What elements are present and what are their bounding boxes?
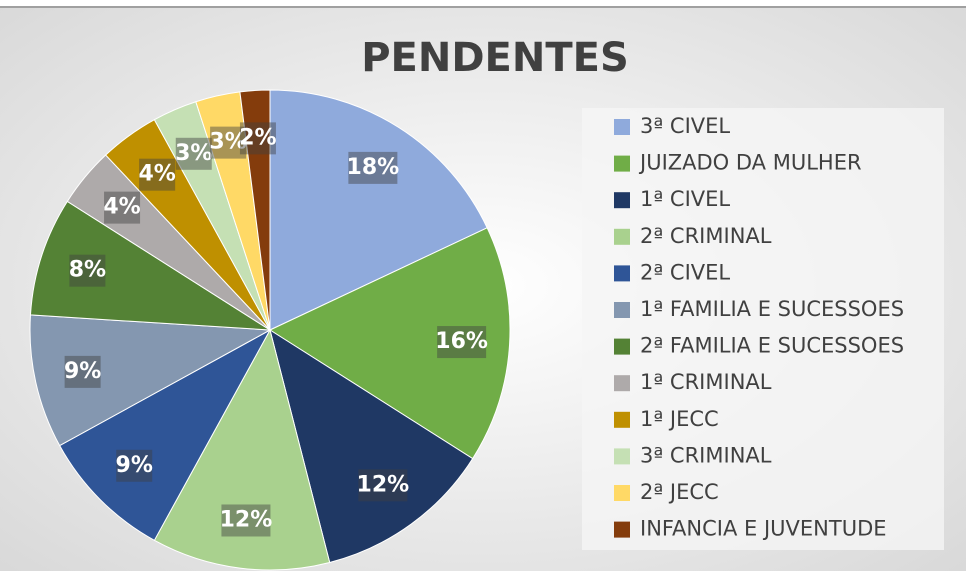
top-border <box>0 0 966 6</box>
data-label: 4% <box>103 195 140 220</box>
data-label-bg <box>239 122 276 155</box>
legend-swatch <box>614 228 630 245</box>
data-label: 3% <box>209 130 246 155</box>
chart-title: PENDENTES <box>361 35 629 81</box>
data-label-bg <box>116 449 153 482</box>
legend-label: 1ª JECC <box>640 407 719 431</box>
pie-slice <box>269 89 488 331</box>
data-label-bg <box>104 191 141 224</box>
legend-swatch <box>614 192 630 209</box>
pie-slice <box>59 328 272 541</box>
legend-swatch <box>614 265 630 282</box>
legend-label: 1ª FAMILIA E SUCESSOES <box>640 297 904 321</box>
data-label-bg <box>358 469 408 502</box>
legend-box <box>582 108 944 550</box>
legend-label: INFANCIA E JUVENTUDE <box>640 517 887 541</box>
data-label: 18% <box>347 155 400 180</box>
data-label: 16% <box>435 329 488 354</box>
legend-label: 2ª FAMILIA E SUCESSOES <box>640 334 904 358</box>
legend-label: 2ª CRIMINAL <box>640 224 772 248</box>
pie-slice <box>29 314 272 447</box>
data-label: 12% <box>220 507 273 532</box>
legend-swatch <box>614 448 630 465</box>
legend-swatch <box>614 375 630 392</box>
data-label: 8% <box>69 258 106 283</box>
legend-swatch <box>614 411 630 428</box>
data-label-bg <box>221 504 271 537</box>
legend-swatch <box>614 119 630 135</box>
legend-label: 1ª CRIMINAL <box>640 370 772 394</box>
legend-swatch <box>614 338 630 355</box>
legend-label: 2ª JECC <box>640 480 719 504</box>
pie-slice <box>239 89 271 331</box>
pie-slice <box>269 328 474 564</box>
data-label: 3% <box>175 141 212 166</box>
data-label-bg <box>437 326 487 359</box>
data-label: 2% <box>239 125 276 150</box>
data-label: 12% <box>357 472 410 497</box>
data-label-bg <box>175 137 212 170</box>
data-label-bg <box>64 355 101 388</box>
legend-label: 1ª CIVEL <box>640 187 730 211</box>
data-label: 9% <box>116 453 153 478</box>
data-label-bg <box>210 126 247 159</box>
data-label-bg <box>69 254 106 287</box>
legend-swatch <box>614 521 630 538</box>
legend-label: 2ª CIVEL <box>640 260 730 284</box>
legend-swatch <box>614 155 630 172</box>
legend-label: 3ª CIVEL <box>640 114 730 138</box>
data-label-bg <box>348 151 398 184</box>
pie-slice <box>153 328 331 571</box>
legend-swatch <box>614 485 630 501</box>
legend-label: JUIZADO DA MULHER <box>638 151 862 175</box>
data-label: 9% <box>64 359 101 384</box>
pie-slice <box>29 200 271 331</box>
data-label-bg <box>139 158 176 191</box>
legend-label: 3ª CRIMINAL <box>640 443 772 467</box>
pie-slice <box>268 227 511 460</box>
legend-swatch <box>614 302 630 318</box>
data-label: 4% <box>138 162 175 187</box>
